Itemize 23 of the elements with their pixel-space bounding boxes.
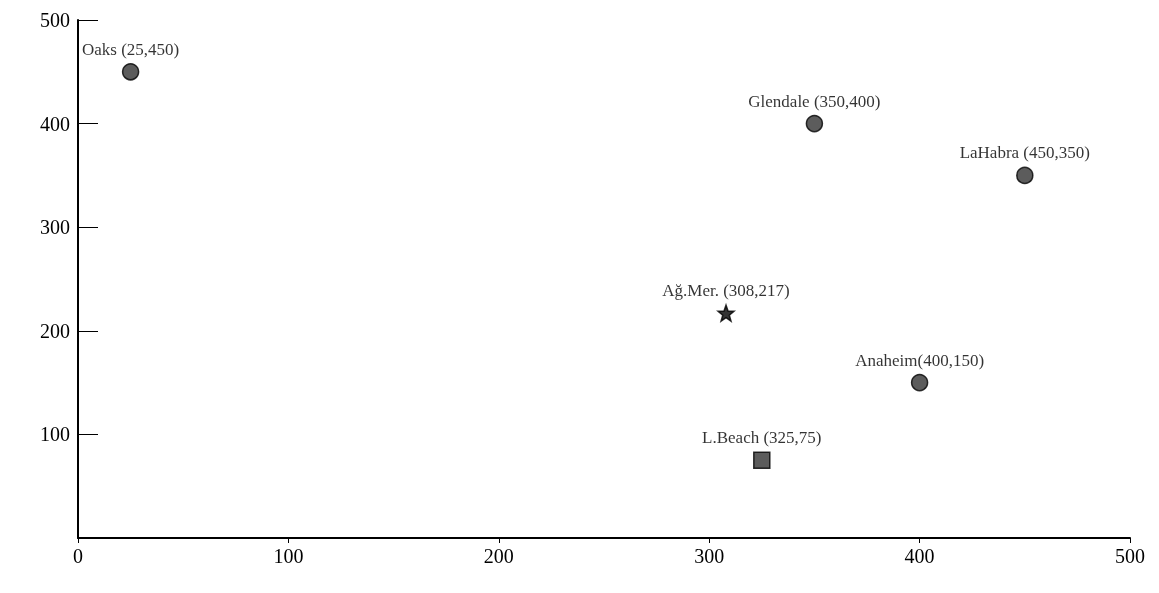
point	[753, 451, 771, 470]
annotation: Glendale (350,400)	[748, 91, 881, 111]
x-tick-label: 100	[273, 545, 304, 567]
point	[805, 114, 824, 133]
y-tick-label: 300	[40, 216, 70, 239]
x-tick-label: 400	[904, 545, 935, 567]
x-tick-label: 500	[1115, 545, 1145, 567]
x-tick-label: 300	[694, 545, 725, 567]
annotation: L.Beach (325,75)	[702, 428, 822, 448]
point	[717, 304, 735, 322]
point	[910, 373, 929, 392]
annotation: Oaks (25,450)	[81, 39, 180, 59]
annotation: Ağ.Mer. (308,217)	[662, 281, 790, 301]
point	[1016, 166, 1034, 185]
y-tick-label: 400	[40, 112, 70, 135]
annotation: Anaheim(400,150)	[855, 350, 985, 370]
y-tick-label: 100	[40, 423, 70, 446]
x-tick-label: 200	[483, 545, 514, 567]
x-tick-label: 0	[73, 545, 83, 567]
y-tick-label: 200	[40, 319, 70, 342]
annotation: LaHabra (450,350)	[959, 143, 1090, 163]
y-tick-label: 500	[40, 9, 70, 31]
point	[121, 63, 140, 81]
